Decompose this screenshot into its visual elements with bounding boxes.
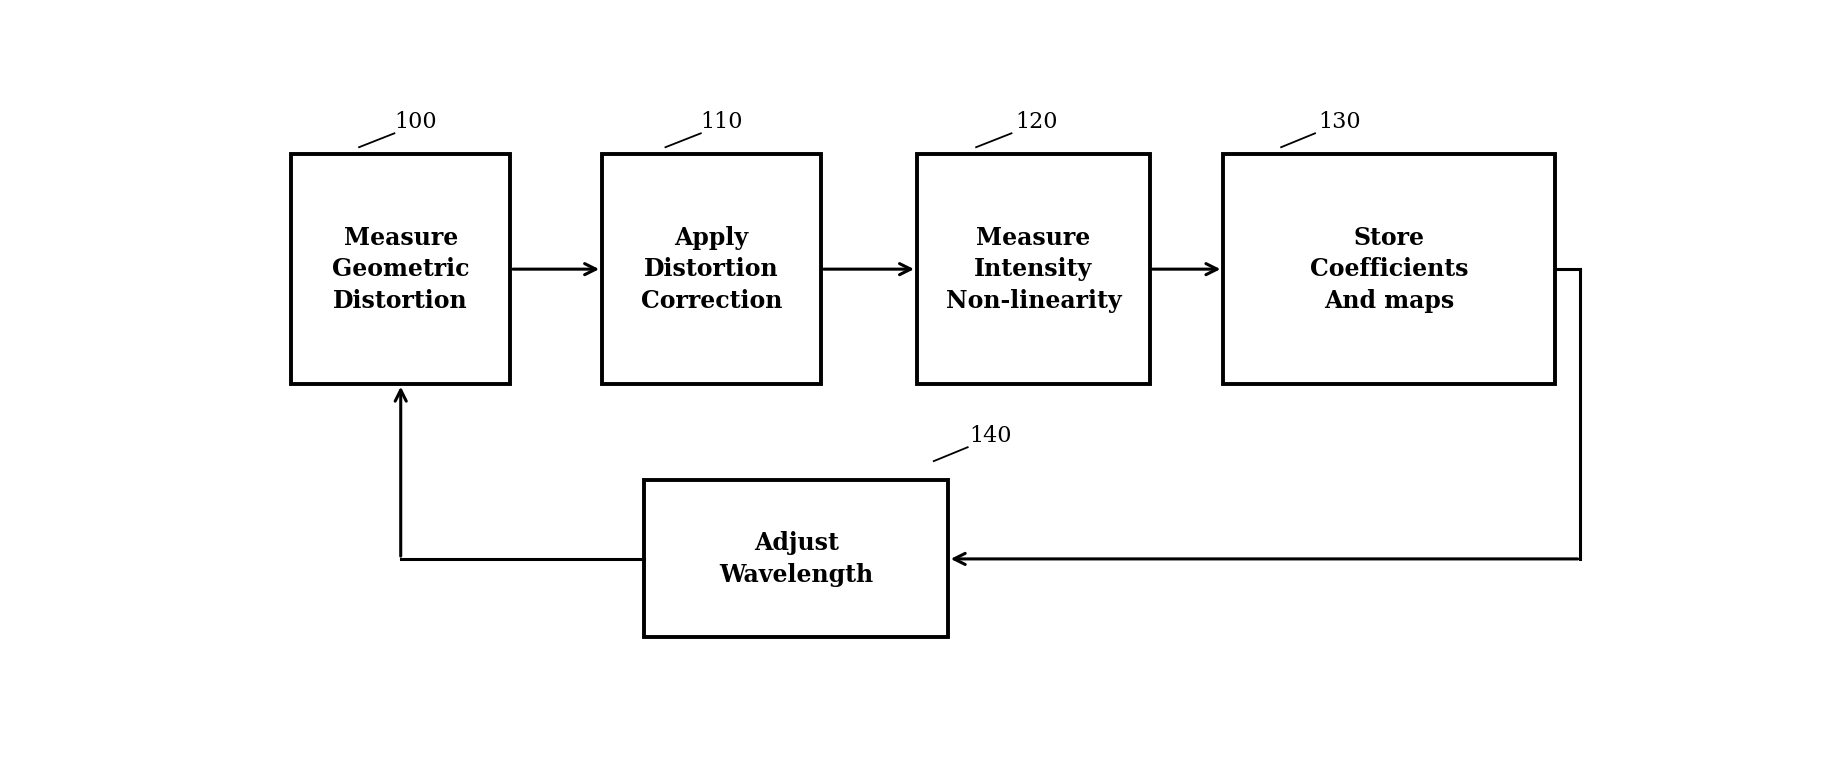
Text: 110: 110 (701, 111, 743, 133)
Text: 100: 100 (394, 111, 437, 133)
Bar (916, 154, 1150, 384)
Bar (645, 481, 947, 637)
Bar (1223, 154, 1554, 384)
Text: 130: 130 (1317, 111, 1361, 133)
Text: Apply
Distortion
Correction: Apply Distortion Correction (641, 226, 782, 313)
Text: Store
Coefficients
And maps: Store Coefficients And maps (1310, 226, 1469, 313)
Text: 120: 120 (1015, 111, 1059, 133)
Bar (292, 154, 510, 384)
Text: Adjust
Wavelength: Adjust Wavelength (720, 531, 873, 586)
Text: Measure
Intensity
Non-linearity: Measure Intensity Non-linearity (946, 226, 1121, 313)
Text: 140: 140 (969, 425, 1011, 447)
Bar (601, 154, 820, 384)
Text: Measure
Geometric
Distortion: Measure Geometric Distortion (332, 226, 470, 313)
